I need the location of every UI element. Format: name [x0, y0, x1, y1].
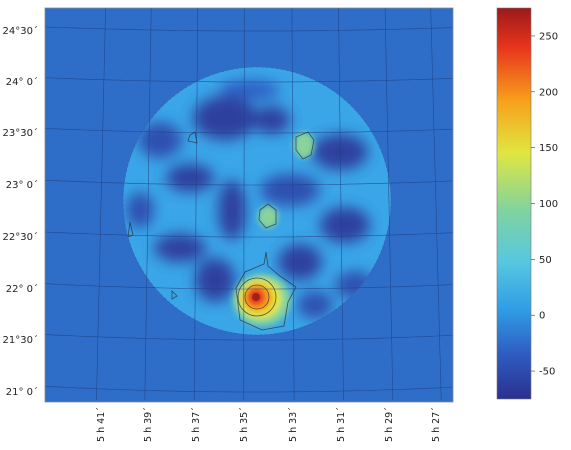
y-tick-label: 24° 0´	[6, 76, 38, 88]
plot-border	[44, 7, 454, 403]
ra-grid-line	[96, 8, 106, 401]
y-tick-label: 23° 0´	[6, 179, 38, 191]
colorbar-tick-label: 100	[539, 199, 558, 210]
dec-grid-line	[45, 386, 453, 393]
ra-grid-line	[291, 8, 295, 401]
ra-grid-line	[384, 8, 394, 401]
x-tick-label: 5 h 41´	[96, 407, 107, 442]
colorbar-tick-label: 250	[539, 31, 558, 42]
x-tick-label: 5 h 31´	[336, 407, 347, 442]
dec-grid-line	[45, 128, 453, 134]
y-tick-label: 21° 0´	[6, 386, 38, 398]
y-tick-label: 22° 0´	[6, 283, 38, 295]
y-tick-label: 24°30´	[3, 25, 38, 37]
coordinate-grid	[45, 8, 453, 401]
x-tick-labels: 5 h 41´ 5 h 39´ 5 h 37´ 5 h 35´ 5 h 33´ 5 h 3…	[96, 407, 442, 442]
x-tick-label: 5 h 35´	[239, 407, 250, 442]
dec-grid-line	[45, 179, 453, 186]
dec-grid-line	[45, 77, 453, 83]
x-tick-label: 5 h 33´	[288, 407, 299, 442]
colorbar-gradient	[496, 7, 532, 400]
ra-grid-line	[243, 8, 245, 400]
dec-grid-line	[45, 26, 453, 32]
ra-grid-line	[338, 8, 344, 401]
x-tick-label: 5 h 27´	[431, 407, 442, 442]
x-tick-label: 5 h 39´	[143, 407, 154, 442]
y-tick-label: 23°30´	[3, 127, 38, 139]
ra-grid-line	[144, 8, 152, 401]
colorbar-tick-label: 0	[539, 311, 545, 322]
colorbar-tick-labels: 250 200 150 100 50 0 -50	[531, 31, 558, 378]
ra-grid-line	[430, 8, 442, 401]
x-tick-label: 5 h 37´	[191, 407, 202, 442]
y-tick-labels: 24°30´ 24° 0´ 23°30´ 23° 0´ 22°30´ 22° 0´ 21°3…	[3, 25, 38, 398]
colorbar-tick-label: 200	[539, 87, 558, 98]
field-of-view	[123, 67, 391, 335]
y-tick-label: 22°30´	[3, 231, 38, 243]
ra-grid-line	[193, 8, 199, 401]
colorbar-tick-label: 50	[539, 255, 552, 266]
x-tick-label: 5 h 29´	[384, 407, 395, 442]
colorbar-tick-label: -50	[539, 367, 555, 378]
y-tick-label: 21°30´	[3, 334, 38, 346]
dec-grid-line	[45, 283, 453, 290]
colorbar: 250 200 150 100 50 0 -50	[496, 7, 558, 400]
dec-grid-line	[45, 334, 453, 341]
dec-grid-line	[45, 231, 453, 238]
colorbar-tick-label: 150	[539, 143, 558, 154]
